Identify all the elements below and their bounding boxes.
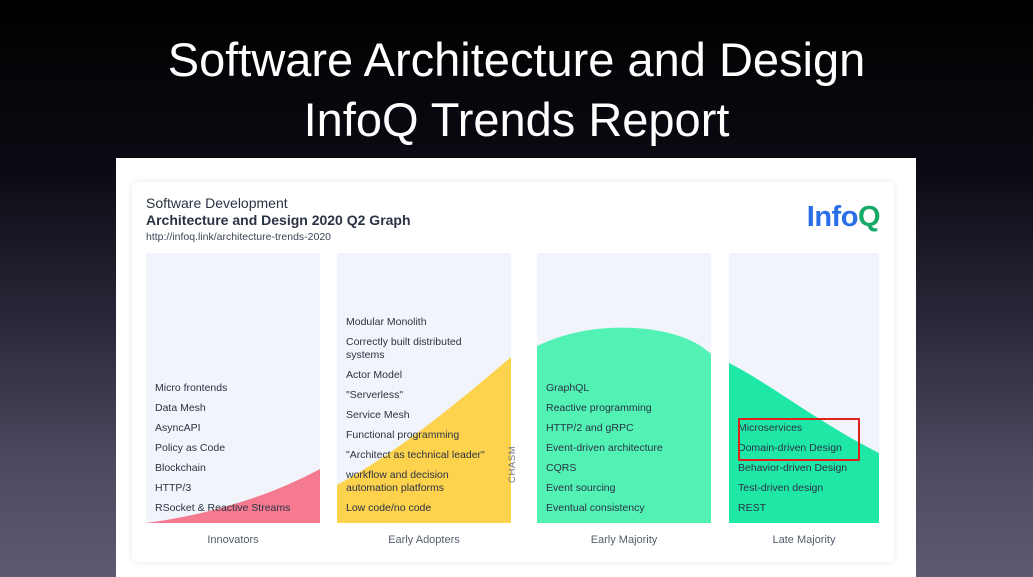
graph-subtitle: Software Development [146, 195, 288, 211]
graph-url: http://infoq.link/architecture-trends-20… [146, 231, 332, 243]
list-item: Test-driven design [738, 482, 824, 494]
slide-title-line-2: InfoQ Trends Report [303, 93, 730, 146]
list-item: REST [738, 502, 767, 514]
list-item: Blockchain [155, 462, 206, 474]
list-item: workflow and decision automation platfor… [346, 469, 449, 494]
list-item: AsyncAPI [155, 422, 201, 434]
infoq-graph-image: Software Development Architecture and De… [116, 158, 916, 577]
logo-info-text: Info [806, 201, 859, 233]
list-item: Functional programming [346, 429, 460, 441]
label-early-majority: Early Majority [590, 534, 658, 546]
early-majority-area [537, 327, 711, 523]
column-early-adopters: Modular Monolith Correctly built distrib… [337, 253, 511, 523]
slide-title-line-1: Software Architecture and Design [167, 33, 866, 86]
innovators-curve [146, 469, 320, 523]
list-item: Microservices [738, 422, 803, 434]
graph-panel: Software Development Architecture and De… [132, 182, 894, 562]
list-item: Correctly built distributed systems [346, 336, 462, 361]
list-item: HTTP/3 [155, 482, 192, 494]
column-early-majority: GraphQL Reactive programming HTTP/2 and … [537, 253, 711, 523]
list-item: Reactive programming [546, 402, 652, 414]
list-item: Behavior-driven Design [738, 462, 848, 474]
list-item: Event sourcing [546, 482, 616, 494]
late-majority-area [729, 363, 879, 523]
infoq-logo: InfoQ [806, 201, 881, 234]
slide-title: Software Architecture and Design InfoQ T… [0, 30, 1033, 150]
list-item: Event-driven architecture [546, 442, 663, 454]
list-item: Eventual consistency [546, 502, 645, 514]
list-item: "Serverless" [346, 389, 404, 401]
list-item: Domain-driven Design [738, 442, 842, 454]
list-item: Low code/no code [346, 502, 432, 514]
list-item: Service Mesh [346, 409, 410, 421]
early-adopters-area [337, 357, 511, 523]
list-item: RSocket & Reactive Streams [155, 502, 291, 514]
list-item: Policy as Code [155, 442, 226, 454]
logo-q-text: Q [857, 201, 881, 233]
list-item: Modular Monolith [346, 316, 427, 328]
list-item: GraphQL [546, 382, 590, 394]
early-adopters-curve [337, 357, 511, 523]
list-item: CQRS [546, 462, 577, 474]
highlight-box [738, 418, 860, 461]
list-item: "Architect as technical leader" [346, 449, 485, 461]
label-innovators: Innovators [207, 534, 259, 546]
graph-title: Architecture and Design 2020 Q2 Graph [146, 212, 411, 228]
list-item: Micro frontends [155, 382, 228, 394]
list-item: Data Mesh [155, 402, 206, 414]
list-item: HTTP/2 and gRPC [546, 422, 634, 434]
early-majority-curve [537, 327, 711, 523]
label-late-majority: Late Majority [772, 534, 836, 546]
column-innovators: Micro frontends Data Mesh AsyncAPI Polic… [146, 253, 320, 523]
innovators-area [146, 469, 320, 523]
chasm-label: CHASM [507, 445, 518, 483]
column-late-majority: Microservices Domain-driven Design Behav… [729, 253, 879, 523]
late-majority-curve [729, 363, 879, 523]
label-early-adopters: Early Adopters [388, 534, 460, 546]
list-item: Actor Model [346, 369, 403, 381]
